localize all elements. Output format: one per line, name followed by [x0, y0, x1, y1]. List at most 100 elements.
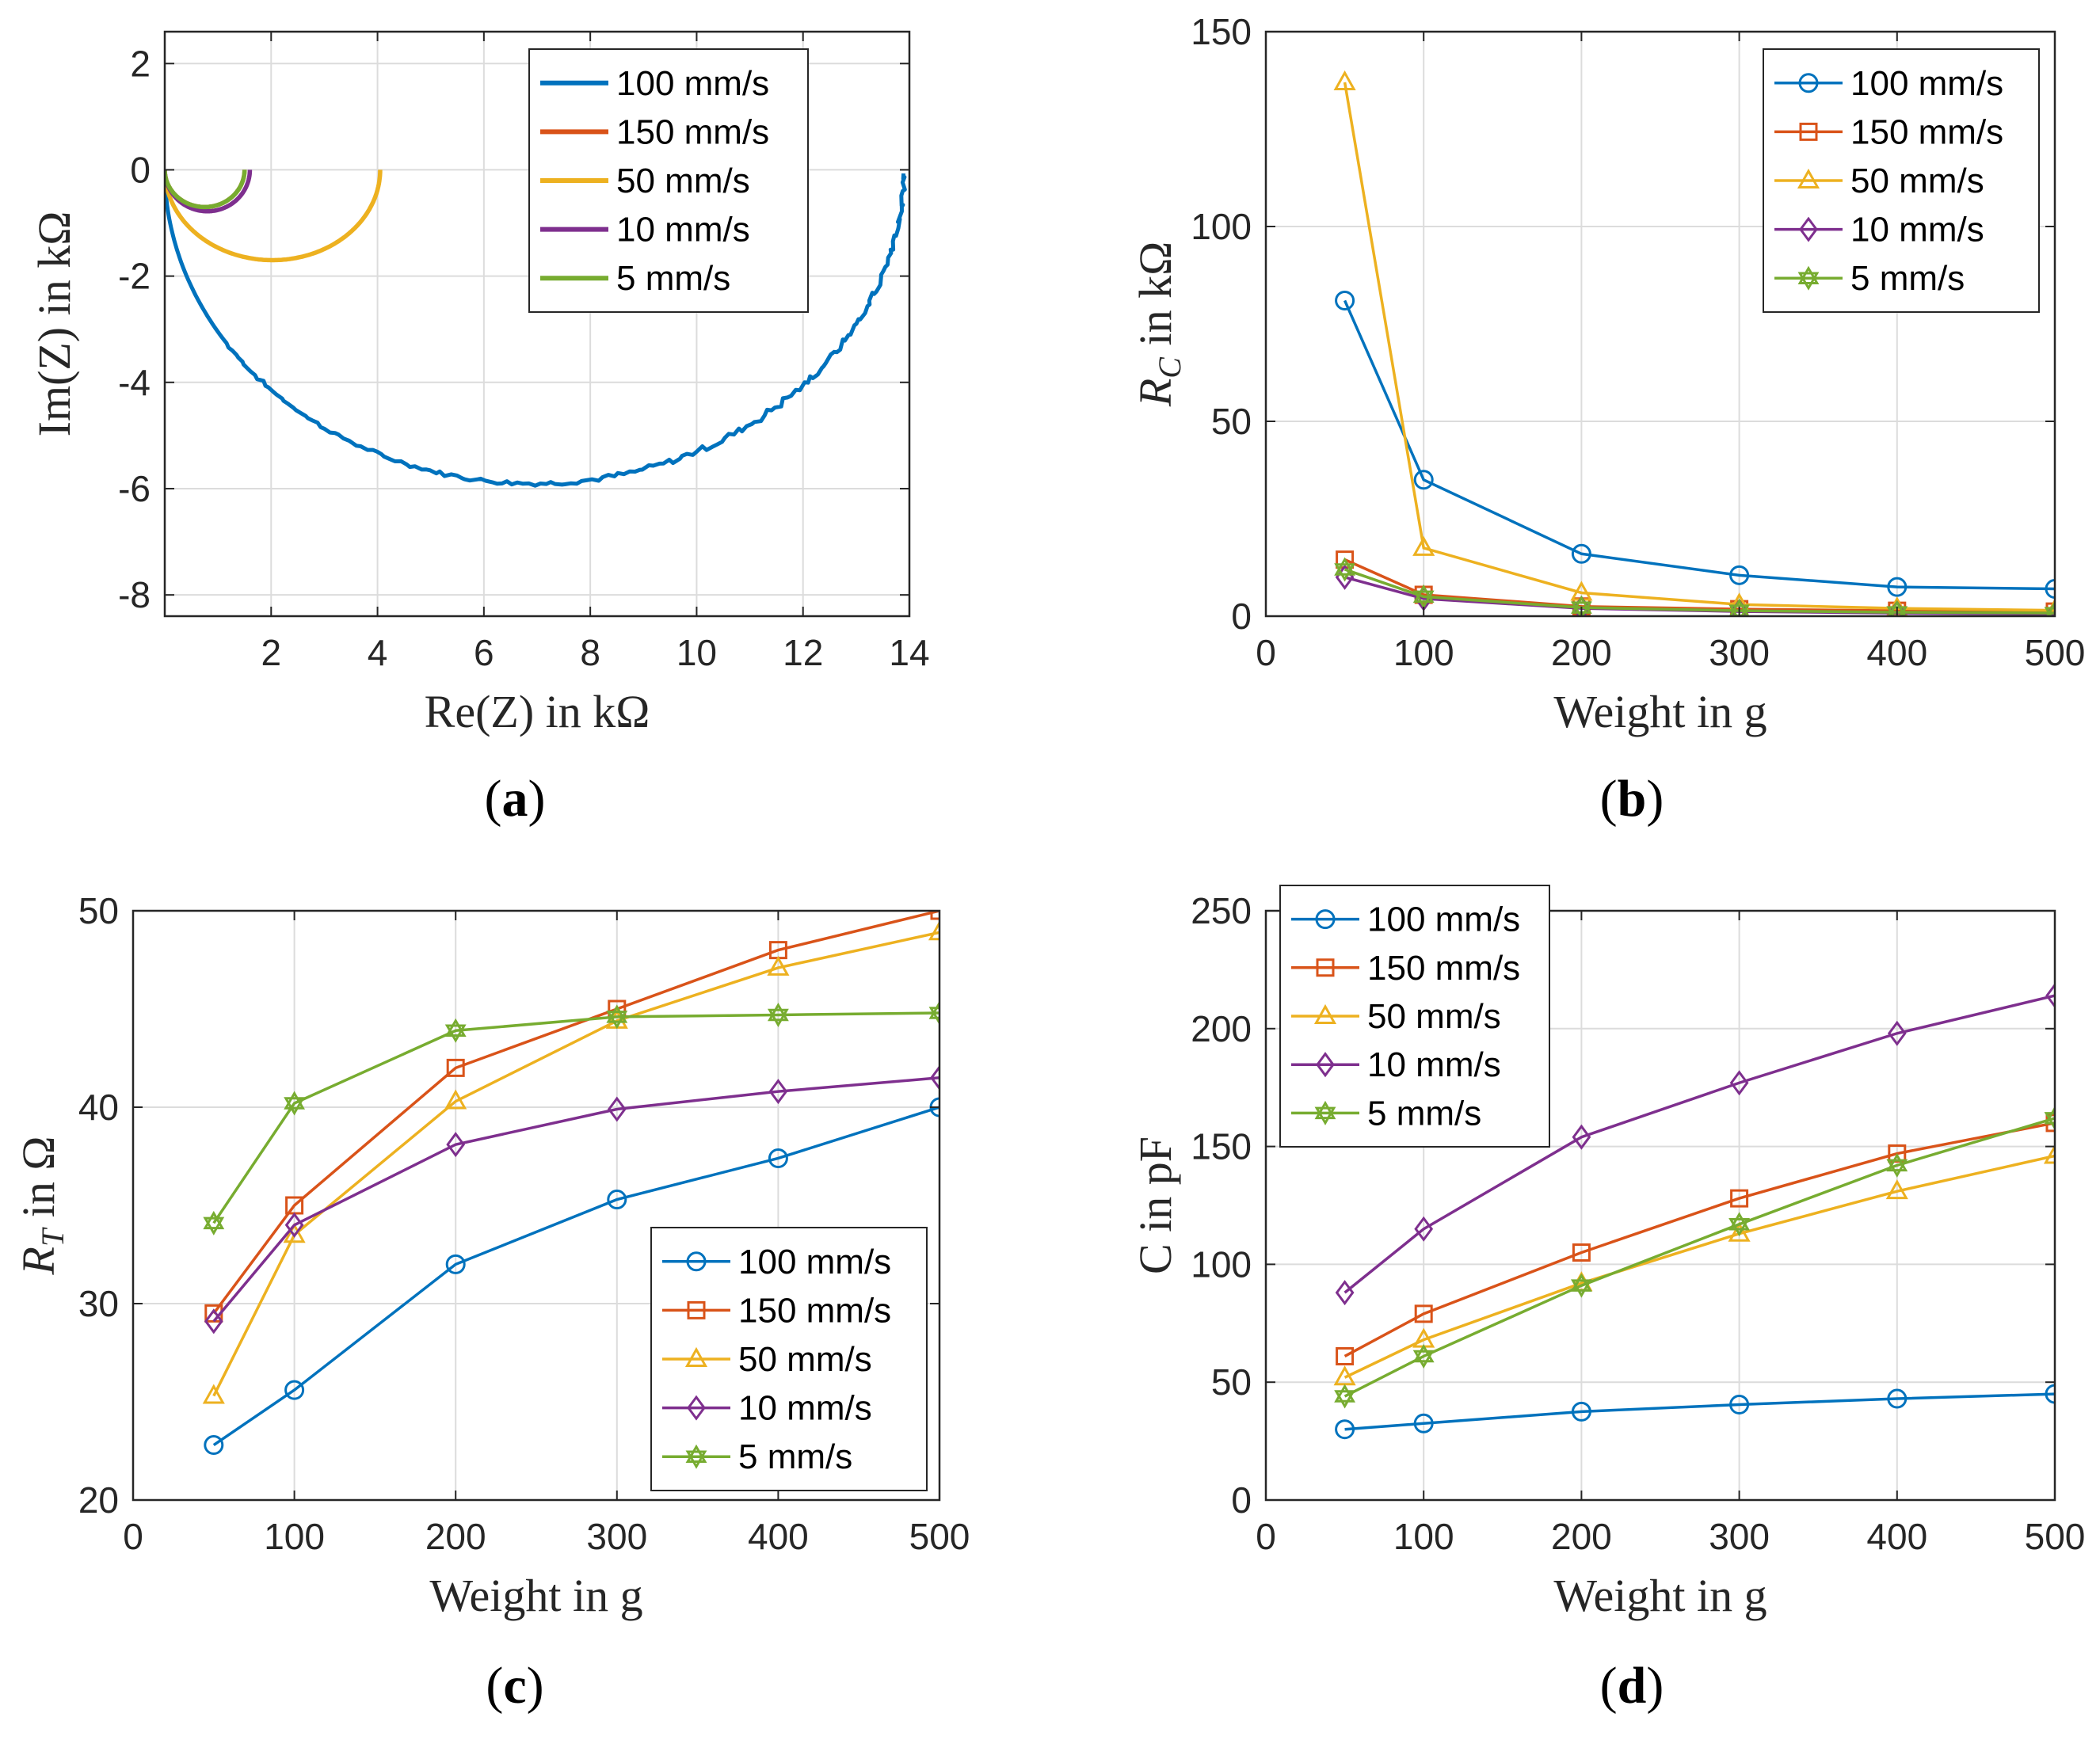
y-tick-label: 250	[1191, 890, 1252, 931]
x-tick-label: 500	[909, 1516, 970, 1557]
x-tick-label: 12	[783, 632, 823, 673]
data-point	[444, 1089, 467, 1110]
series-line-10mms	[212, 1076, 939, 1323]
data-point	[1730, 1189, 1749, 1208]
chart-panel-b: 0 100 200 300 400 500 0 50 100 150 Weight in g RC i…	[1130, 11, 2085, 828]
legend-label: 5 mm/s	[1850, 259, 1965, 298]
x-tick-label: 100	[1393, 1516, 1454, 1557]
legend-marker	[1799, 216, 1818, 242]
y-axis-label-text: RC in kΩ	[1130, 242, 1187, 407]
legend-marker	[1797, 265, 1820, 291]
series-line-5mms	[165, 168, 247, 210]
axes-box	[1264, 30, 2056, 618]
axes-box	[163, 30, 911, 618]
data-point	[1334, 1384, 1356, 1409]
y-axis-label-text: C in pF	[1130, 1137, 1181, 1274]
y-tick-label: -2	[118, 256, 151, 297]
panel-caption: (b)	[1600, 770, 1664, 828]
legend-label: 100 mm/s	[616, 64, 769, 103]
data-point	[1334, 557, 1356, 582]
legend-marker	[1798, 73, 1819, 93]
x-axis-label: Weight in g	[429, 1570, 642, 1621]
y-axis-label: C in pF	[1130, 1137, 1181, 1274]
data-point	[1333, 70, 1356, 90]
series-line-5mms	[1343, 1117, 2055, 1398]
data-point	[1570, 1273, 1592, 1298]
data-point	[203, 1210, 225, 1236]
y-tick-label: 20	[78, 1479, 119, 1521]
x-tick-label: 14	[889, 632, 929, 673]
x-tick-label: 400	[1866, 632, 1927, 673]
legend: 100 mm/s 150 mm/s 50 mm/s 10 mm/s 5 mm/s	[528, 48, 809, 313]
y-tick-label: 0	[130, 149, 151, 190]
data-point	[930, 1064, 939, 1091]
data-point	[928, 920, 939, 941]
data-point	[1887, 577, 1908, 597]
series-line-10mms	[1343, 994, 2055, 1294]
y-tick-label: 150	[1191, 1126, 1252, 1167]
series-line-150mms	[1343, 1121, 2055, 1358]
y-tick-label: 0	[1231, 1479, 1252, 1521]
series-group	[165, 168, 907, 488]
data-point	[1572, 1124, 1591, 1150]
y-tick-label: 40	[78, 1087, 119, 1128]
y-tick-label: 150	[1191, 11, 1252, 52]
data-point	[446, 1132, 466, 1158]
legend: 100 mm/s 150 mm/s 50 mm/s 10 mm/s 5 mm/s	[650, 1227, 928, 1491]
legend-label: 5 mm/s	[616, 259, 730, 298]
legend-label: 150 mm/s	[616, 112, 769, 151]
x-tick-label: 300	[1709, 1516, 1770, 1557]
data-point	[2045, 1384, 2055, 1404]
series-line-100mms	[165, 169, 907, 488]
data-point	[204, 1308, 223, 1335]
data-point	[1886, 1152, 1908, 1178]
data-point	[768, 1148, 788, 1168]
data-point	[2045, 983, 2055, 1009]
y-tick-label: 100	[1191, 1243, 1252, 1285]
y-axis-label: RC in kΩ	[1130, 242, 1187, 407]
x-tick-label: 100	[1393, 632, 1454, 673]
legend-marker	[685, 1444, 707, 1469]
y-tick-label: 50	[1211, 401, 1252, 442]
data-point	[1572, 1243, 1591, 1262]
legend: 100 mm/s 150 mm/s 50 mm/s 10 mm/s 5 mm/s	[1763, 48, 2040, 313]
x-axis-label: Weight in g	[1553, 686, 1767, 737]
x-tick-label: 500	[2025, 1516, 2086, 1557]
data-point	[1413, 470, 1434, 490]
y-tick-label: -6	[118, 468, 151, 509]
series-line-150mms	[1343, 558, 2055, 613]
data-point	[606, 1004, 628, 1030]
y-tick-label: -4	[118, 362, 151, 403]
data-point	[767, 1002, 789, 1027]
data-point	[1412, 1343, 1435, 1369]
data-point	[444, 1018, 467, 1043]
x-tick-label: 0	[123, 1516, 143, 1557]
series-line-5mms	[1344, 568, 2055, 615]
data-point	[445, 1254, 466, 1274]
series-line-100mms	[1344, 1392, 2055, 1431]
legend-label: 150 mm/s	[1850, 112, 2003, 151]
chart-panel-c: 0 100 200 300 400 500 20 30 40 50 Weight in g RT in…	[13, 890, 970, 1715]
legend-label: 100 mm/s	[1367, 900, 1520, 939]
data-point	[930, 911, 939, 920]
series-line-100mms	[1343, 299, 2055, 591]
legend-label: 10 mm/s	[616, 211, 750, 249]
series-line-50mms	[1343, 1154, 2055, 1379]
data-point	[1729, 1070, 1749, 1096]
legend-label: 100 mm/s	[738, 1243, 891, 1281]
legend-label: 100 mm/s	[1850, 64, 2003, 103]
chart-panel-a: 2 4 6 8 10 12 14 -8 -6 -4 -2 0 2 Re(Z) in kΩ Im(Z) in …	[29, 30, 930, 828]
data-point	[284, 1091, 306, 1116]
series-group	[202, 911, 939, 1456]
x-tick-label: 400	[1866, 1516, 1927, 1557]
series-group	[1333, 70, 2055, 616]
legend-marker	[1315, 909, 1336, 930]
data-point	[2043, 1144, 2055, 1164]
x-tick-label: 300	[1709, 632, 1770, 673]
series-line-100mms	[212, 1106, 939, 1447]
x-axis-label: Weight in g	[1553, 1570, 1767, 1621]
data-point	[1414, 1304, 1433, 1323]
data-point	[2045, 579, 2055, 600]
axes-box	[1264, 909, 2056, 1502]
